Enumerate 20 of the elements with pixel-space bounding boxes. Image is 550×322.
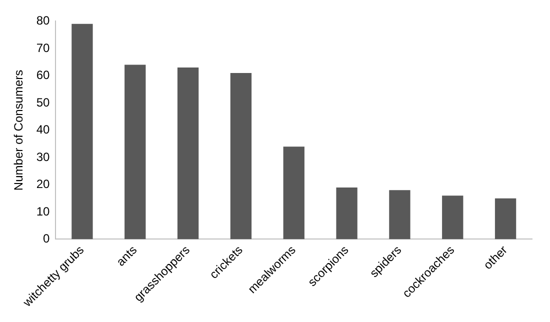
bar <box>494 198 516 240</box>
y-tick-label: 20 <box>36 177 50 192</box>
bar <box>230 72 252 240</box>
bar <box>389 190 410 240</box>
bar <box>283 146 304 240</box>
y-tick-label: 80 <box>36 14 50 28</box>
bar <box>124 64 146 240</box>
y-tick-label: 0 <box>43 232 50 246</box>
y-tick-label: 40 <box>36 122 50 137</box>
bar <box>72 24 93 240</box>
y-tick-label: 60 <box>36 68 50 82</box>
y-tick-label: 30 <box>36 150 50 164</box>
x-tick-label: ants <box>114 242 140 269</box>
y-tick-label: 70 <box>36 40 50 55</box>
bar <box>177 68 199 240</box>
bar <box>336 187 358 240</box>
bar <box>442 196 464 240</box>
y-tick-label: 10 <box>36 204 50 218</box>
y-axis-title: Number of Consumers <box>12 70 26 191</box>
y-tick-label: 50 <box>36 95 50 110</box>
